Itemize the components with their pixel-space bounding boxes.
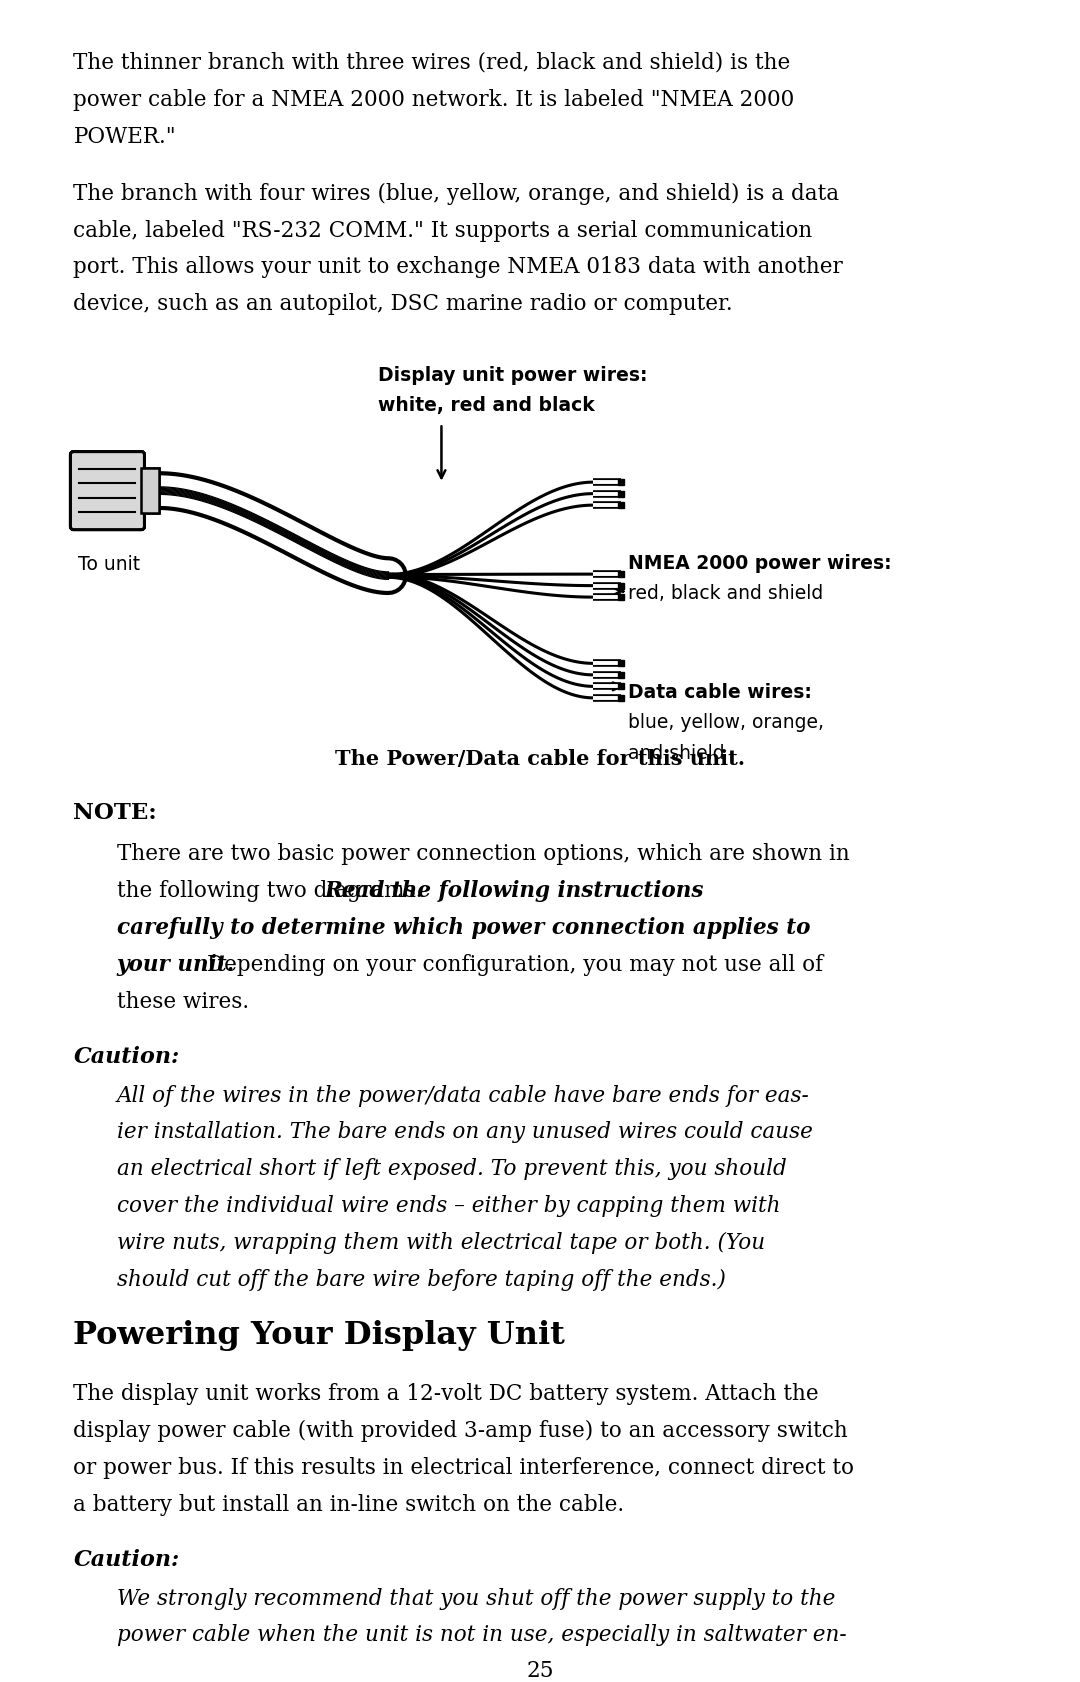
- Text: the following two diagrams.: the following two diagrams.: [117, 880, 429, 902]
- Text: We strongly recommend that you shut off the power supply to the: We strongly recommend that you shut off …: [117, 1588, 835, 1610]
- Text: The thinner branch with three wires (red, black and shield) is the: The thinner branch with three wires (red…: [73, 52, 791, 74]
- Text: There are two basic power connection options, which are shown in: There are two basic power connection opt…: [117, 843, 849, 865]
- Bar: [141, 468, 160, 513]
- Text: Depending on your configuration, you may not use all of: Depending on your configuration, you may…: [206, 954, 823, 976]
- Text: The branch with four wires (blue, yellow, orange, and shield) is a data: The branch with four wires (blue, yellow…: [73, 183, 839, 205]
- Text: should cut off the bare wire before taping off the ends.): should cut off the bare wire before tapi…: [117, 1268, 726, 1290]
- Text: 25: 25: [526, 1660, 554, 1682]
- Text: To unit: To unit: [79, 555, 140, 574]
- Text: cable, labeled "RS-232 COMM." It supports a serial communication: cable, labeled "RS-232 COMM." It support…: [73, 220, 812, 242]
- Text: white, red and black: white, red and black: [378, 395, 595, 415]
- Text: Caution:: Caution:: [73, 1046, 179, 1068]
- Text: NOTE:: NOTE:: [73, 802, 158, 824]
- Text: Data cable wires:: Data cable wires:: [629, 683, 812, 701]
- Text: red, black and shield: red, black and shield: [629, 584, 824, 604]
- Text: wire nuts, wrapping them with electrical tape or both. (You: wire nuts, wrapping them with electrical…: [117, 1231, 765, 1255]
- Text: display power cable (with provided 3-amp fuse) to an accessory switch: display power cable (with provided 3-amp…: [73, 1420, 848, 1441]
- Text: Display unit power wires:: Display unit power wires:: [378, 365, 648, 385]
- Text: ier installation. The bare ends on any unused wires could cause: ier installation. The bare ends on any u…: [117, 1122, 812, 1144]
- Text: POWER.": POWER.": [73, 126, 176, 148]
- Text: port. This allows your unit to exchange NMEA 0183 data with another: port. This allows your unit to exchange …: [73, 256, 843, 279]
- Bar: [141, 468, 160, 513]
- FancyBboxPatch shape: [70, 452, 145, 530]
- Text: or power bus. If this results in electrical interference, connect direct to: or power bus. If this results in electri…: [73, 1457, 854, 1478]
- Text: power cable for a NMEA 2000 network. It is labeled "NMEA 2000: power cable for a NMEA 2000 network. It …: [73, 89, 795, 111]
- Text: All of the wires in the power/data cable have bare ends for eas-: All of the wires in the power/data cable…: [117, 1085, 809, 1107]
- Text: your unit.: your unit.: [117, 954, 234, 976]
- Text: these wires.: these wires.: [117, 991, 248, 1013]
- Text: blue, yellow, orange,: blue, yellow, orange,: [629, 713, 824, 732]
- Text: a battery but install an in-line switch on the cable.: a battery but install an in-line switch …: [73, 1494, 624, 1515]
- Text: Read the following instructions: Read the following instructions: [325, 880, 704, 902]
- Text: The Power/Data cable for this unit.: The Power/Data cable for this unit.: [335, 748, 745, 769]
- Text: an electrical short if left exposed. To prevent this, you should: an electrical short if left exposed. To …: [117, 1159, 786, 1181]
- Text: cover the individual wire ends – either by capping them with: cover the individual wire ends – either …: [117, 1194, 780, 1218]
- Text: and shield: and shield: [629, 743, 725, 762]
- Text: Powering Your Display Unit: Powering Your Display Unit: [73, 1320, 565, 1351]
- Text: carefully to determine which power connection applies to: carefully to determine which power conne…: [117, 917, 810, 939]
- FancyBboxPatch shape: [70, 452, 145, 530]
- Text: The display unit works from a 12-volt DC battery system. Attach the: The display unit works from a 12-volt DC…: [73, 1383, 819, 1404]
- Text: device, such as an autopilot, DSC marine radio or computer.: device, such as an autopilot, DSC marine…: [73, 293, 733, 315]
- Text: power cable when the unit is not in use, especially in saltwater en-: power cable when the unit is not in use,…: [117, 1625, 847, 1647]
- Text: Caution:: Caution:: [73, 1549, 179, 1571]
- Text: NMEA 2000 power wires:: NMEA 2000 power wires:: [629, 553, 892, 572]
